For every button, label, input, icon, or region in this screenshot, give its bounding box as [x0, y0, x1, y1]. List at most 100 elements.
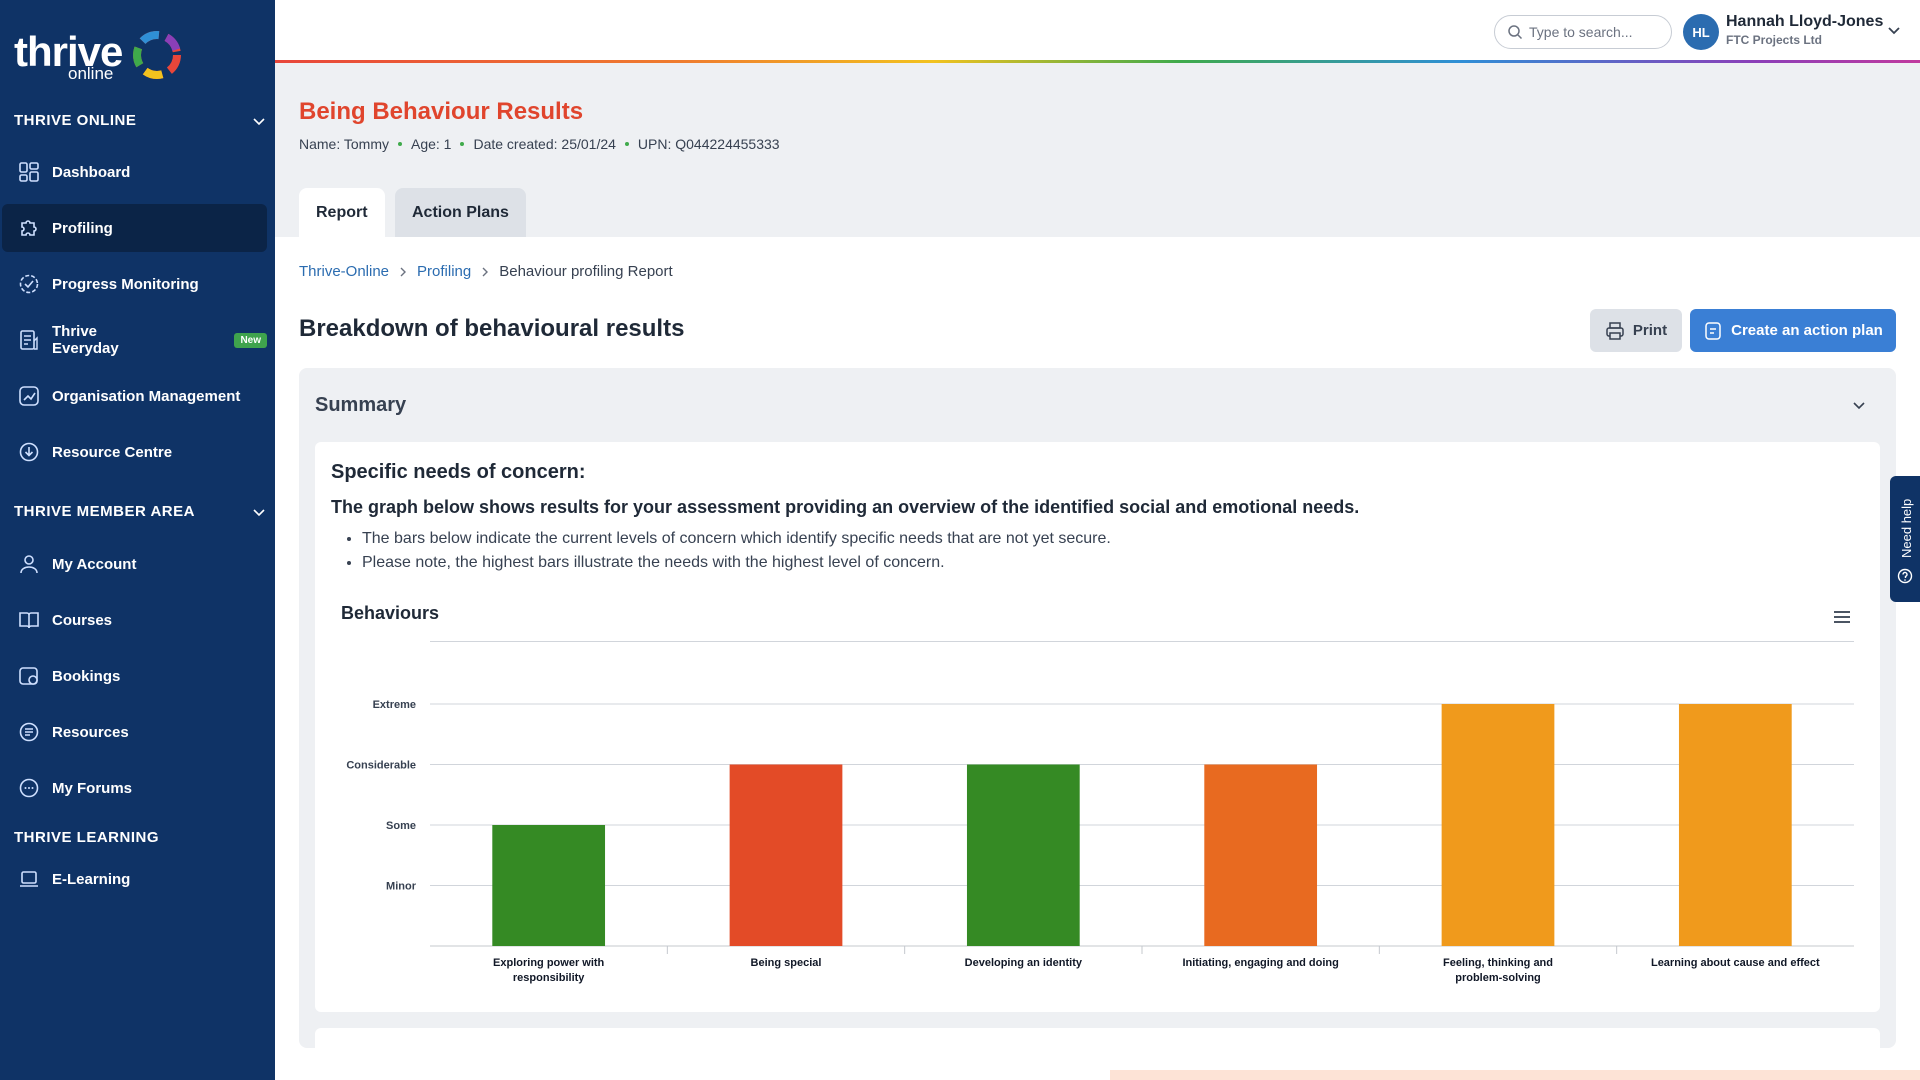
user-name[interactable]: Hannah Lloyd-Jones [1726, 13, 1884, 30]
search-placeholder: Type to search... [1529, 24, 1633, 40]
y-tick-label: Considerable [346, 760, 416, 772]
breadcrumb: Thrive-Online Profiling Behaviour profil… [299, 263, 673, 280]
chart-title: Behaviours [341, 603, 440, 623]
logo-ring-icon [133, 31, 181, 79]
chart-bar [1678, 704, 1792, 946]
logo-sub: online [68, 64, 114, 83]
section-thrive-learning: THRIVE LEARNING [14, 829, 159, 846]
search-input[interactable]: Type to search... [1494, 15, 1672, 49]
sidebar-item-my-account[interactable]: My Account [2, 540, 267, 588]
bullet-item: The bars below indicate the current leve… [362, 530, 1111, 548]
breadcrumb-link[interactable]: Thrive-Online [299, 263, 390, 280]
sidebar-item-label: Bookings [52, 667, 121, 685]
meta-separator [624, 142, 629, 146]
chart-bar [966, 764, 1080, 946]
book-icon [19, 612, 39, 629]
action-label: Create an action plan [1731, 322, 1883, 339]
section-title: THRIVE MEMBER AREA [14, 503, 195, 520]
sidebar-item-courses[interactable]: Courses [2, 596, 267, 644]
calendar-icon [19, 667, 38, 685]
need-help-tab[interactable]: Need help [1890, 476, 1920, 602]
dashboard-icon [19, 162, 39, 182]
sidebar-item-label: My Forums [52, 779, 133, 797]
x-tick-label: Developing an identity [965, 957, 1083, 969]
sidebar-item-label: Progress Monitoring [52, 275, 199, 293]
help-icon [1897, 568, 1913, 584]
chevron-right-icon [482, 267, 489, 276]
y-tick-label: Some [386, 820, 416, 832]
sidebar-item-label: Dashboard [52, 163, 131, 181]
sidebar-item-my-forums[interactable]: My Forums [2, 764, 267, 812]
tab-action-plans[interactable]: Action Plans [395, 188, 526, 237]
progress-icon [19, 274, 39, 294]
x-tick-label: problem-solving [1455, 972, 1541, 984]
section-title: THRIVE ONLINE [14, 112, 137, 129]
need-help-label: Need help [1899, 498, 1914, 558]
new-badge: New [234, 332, 267, 348]
chevron-down-icon [253, 118, 265, 126]
x-tick-label: Initiating, engaging and doing [1182, 957, 1338, 969]
printer-icon [1606, 321, 1624, 340]
y-tick-label: Extreme [373, 699, 416, 711]
summary-title[interactable]: Summary [315, 394, 407, 416]
sidebar-item-bookings[interactable]: Bookings [2, 652, 267, 700]
meta-age: Age: 1 [410, 136, 452, 152]
chevron-down-icon[interactable] [1850, 396, 1868, 414]
concern-heading: Specific needs of concern: [331, 461, 586, 483]
x-tick-label: Feeling, thinking and [1443, 957, 1553, 969]
page-meta: Name: Tommy Age: 1 Date created: 25/01/2… [299, 136, 780, 152]
tab-report[interactable]: Report [299, 188, 385, 237]
behaviours-chart: Minor Some Considerable Extreme Exploring po… [346, 699, 1854, 984]
chevron-down-icon[interactable] [1886, 22, 1902, 38]
meta-upn: UPN: Q044224455333 [637, 136, 780, 152]
menu-icon[interactable] [1832, 608, 1852, 626]
sidebar-item-resource-centre[interactable]: Resource Centre [2, 428, 267, 476]
puzzle-icon [21, 220, 37, 236]
thrive-logo[interactable]: thrive online [14, 24, 184, 88]
y-tick-label: Minor [386, 881, 417, 893]
chat-icon [19, 778, 39, 798]
search-icon [1508, 25, 1523, 40]
document-icon [20, 330, 38, 350]
avatar[interactable]: HL [1683, 14, 1719, 50]
sidebar-item-label: E-Learning [52, 870, 131, 888]
concern-bullets: The bars below indicate the current leve… [362, 530, 1111, 578]
sidebar-item-dashboard[interactable]: Dashboard [2, 148, 267, 196]
x-tick-label: Learning about cause and effect [1651, 957, 1820, 969]
chart-bar [1204, 764, 1318, 946]
chart-bar [729, 764, 843, 946]
page-title: Being Behaviour Results [299, 98, 584, 125]
meta-separator [397, 142, 402, 146]
sidebar-item-thrive-everyday[interactable]: Thrive Everyday New [2, 316, 267, 364]
sidebar-item-label: Profiling [52, 219, 113, 237]
breadcrumb-current: Behaviour profiling Report [499, 263, 673, 280]
sidebar-item-profiling[interactable]: Profiling [2, 204, 267, 252]
sidebar-item-resources[interactable]: Resources [2, 708, 267, 756]
sidebar-item-progress-monitoring[interactable]: Progress Monitoring [2, 260, 267, 308]
chevron-down-icon [253, 509, 265, 517]
chart-divider [430, 641, 1854, 642]
section-thrive-online[interactable]: THRIVE ONLINE [14, 112, 265, 129]
breadcrumb-link[interactable]: Profiling [417, 263, 472, 280]
chart-bar [1441, 704, 1555, 946]
sidebar-item-label: My Account [52, 555, 137, 573]
sidebar-item-label: Resource Centre [52, 443, 173, 461]
chart-icon [19, 386, 39, 406]
x-tick-label: responsibility [513, 972, 585, 984]
create-action-plan-button[interactable]: Create an action plan [1690, 309, 1896, 352]
laptop-icon [20, 871, 38, 887]
logo-word: thrive [14, 28, 123, 75]
print-button[interactable]: Print [1590, 309, 1682, 352]
section-thrive-member-area[interactable]: THRIVE MEMBER AREA [14, 503, 265, 520]
x-tick-label: Exploring power with [493, 957, 605, 969]
sidebar-item-label: Thrive Everyday [52, 323, 119, 357]
sidebar-item-organisation-management[interactable]: Organisation Management [2, 372, 267, 420]
top-bar [275, 0, 1920, 60]
rainbow-divider [275, 60, 1920, 63]
sidebar: thrive online THRIVE ONLINE Dashboard Pr… [0, 0, 275, 1080]
sidebar-item-e-learning[interactable]: E-Learning [2, 855, 267, 903]
section-heading: Breakdown of behavioural results [299, 315, 685, 342]
bullet-item: Please note, the highest bars illustrate… [362, 554, 1111, 572]
meta-separator [460, 142, 465, 146]
sidebar-item-label: Courses [52, 611, 113, 629]
